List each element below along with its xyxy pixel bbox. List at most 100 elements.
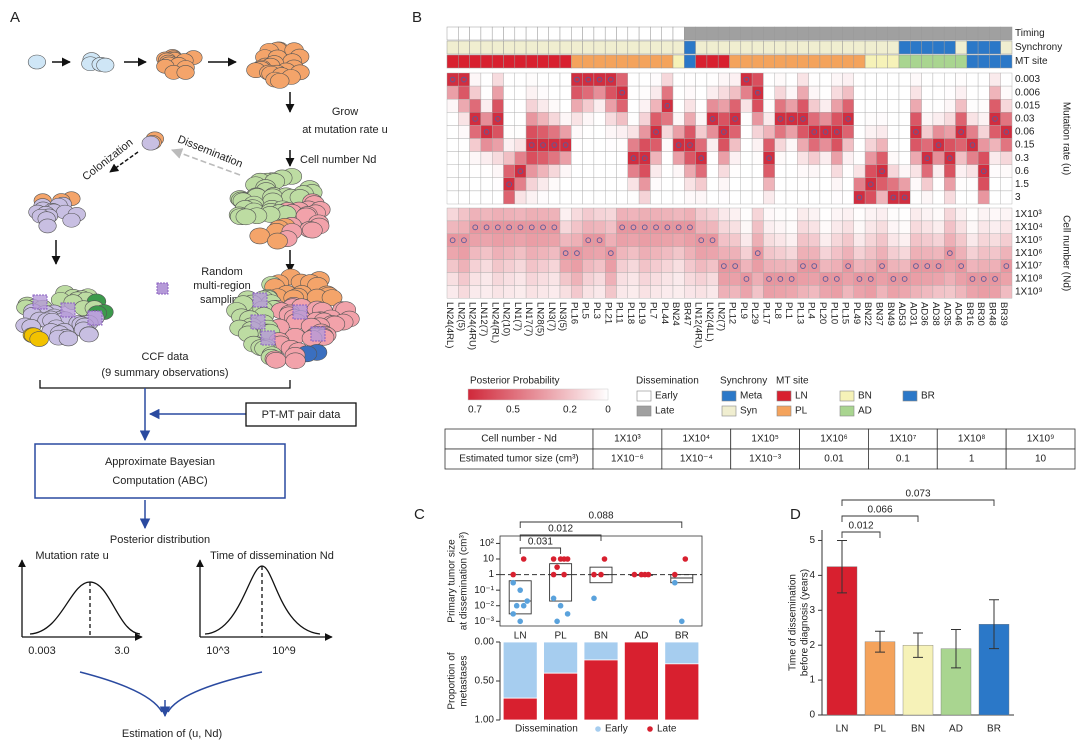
heat-cell — [864, 190, 877, 205]
y-axis-label: metastases — [459, 655, 470, 706]
heat-cell — [684, 125, 696, 139]
significance-bracket — [841, 515, 919, 522]
heat-cell — [740, 220, 753, 234]
heat-cell — [559, 98, 572, 113]
heat-cell — [932, 151, 945, 165]
heat-cell — [921, 112, 934, 126]
heat-cell — [458, 164, 470, 178]
heat-cell — [763, 246, 775, 260]
heat-cell — [876, 259, 888, 273]
heat-cell — [729, 138, 742, 152]
synchrony-cell — [966, 40, 979, 55]
x-tick-label: PL — [554, 631, 567, 642]
heat-cell — [729, 72, 742, 87]
significance-bracket — [841, 499, 995, 506]
heat-cell — [605, 246, 617, 260]
heat-cell — [966, 272, 979, 286]
bar-segment — [664, 663, 700, 721]
heat-cell — [458, 85, 470, 100]
heat-cell — [898, 138, 911, 152]
heat-cell — [537, 112, 549, 126]
heat-cell — [989, 138, 1001, 152]
heat-cell — [605, 98, 617, 113]
heat-cell — [718, 151, 730, 165]
heat-cell — [480, 220, 493, 234]
heat-cell — [864, 285, 877, 299]
sample-label: BR30 — [975, 302, 986, 326]
mode-marker — [958, 263, 965, 269]
mode-marker — [720, 129, 727, 135]
heat-cell — [514, 207, 527, 222]
heat-cell — [989, 177, 1001, 192]
heat-cell — [458, 233, 470, 247]
legend-tick: 0 — [605, 405, 611, 416]
heat-cell — [582, 85, 595, 100]
point — [591, 595, 597, 602]
heat-cell — [808, 207, 821, 222]
heat-cell — [469, 112, 482, 126]
site-cell — [717, 54, 730, 69]
heat-cell — [819, 151, 832, 165]
heat-cell — [763, 272, 775, 286]
heat-cell — [944, 151, 956, 165]
heat-cell — [921, 138, 934, 152]
heat-cell — [955, 151, 968, 165]
heat-cell — [955, 259, 968, 273]
mode-marker — [777, 276, 784, 282]
heat-cell — [944, 85, 956, 100]
heat-cell — [740, 207, 753, 222]
heat-cell — [763, 72, 775, 87]
heat-cell — [876, 112, 888, 126]
heat-cell — [605, 112, 617, 126]
mode-marker — [506, 224, 513, 231]
heat-cell — [514, 272, 527, 286]
heat-cell — [819, 177, 832, 192]
heat-cell — [469, 85, 482, 100]
heat-cell — [480, 98, 493, 113]
heat-cell — [559, 138, 572, 152]
sample-label: PL9 — [738, 302, 749, 319]
timing-cell — [751, 26, 764, 41]
heat-cell — [989, 285, 1001, 299]
heat-cell — [729, 164, 742, 178]
heat-cell — [571, 285, 583, 299]
heat-cell — [480, 259, 493, 273]
heat-cell — [605, 259, 617, 273]
sample-label: BR16 — [964, 302, 975, 326]
heat-cell — [480, 233, 493, 247]
heat-cell — [797, 272, 809, 286]
heat-cell — [1000, 220, 1013, 234]
heat-cell — [446, 151, 459, 165]
heat-cell — [898, 207, 911, 222]
heat-cell — [831, 190, 843, 205]
legend-swatch — [839, 390, 855, 402]
bar-segment — [624, 641, 659, 721]
y-tick-label: 1 — [809, 675, 815, 686]
synchrony-cell — [989, 40, 1001, 55]
heat-cell — [797, 207, 809, 222]
point — [564, 556, 571, 562]
synchrony-cell — [593, 40, 606, 55]
timing-cell — [932, 26, 945, 41]
heat-cell — [910, 85, 922, 100]
heat-cell — [808, 85, 821, 100]
heat-cell — [537, 164, 549, 178]
heat-cell — [706, 207, 719, 222]
heat-cell — [695, 285, 708, 299]
label: Cell number Nd — [300, 154, 376, 166]
heat-cell — [627, 177, 640, 192]
heat-cell — [785, 207, 798, 222]
heat-cell — [864, 138, 877, 152]
heat-cell — [616, 72, 629, 87]
heat-cell — [876, 125, 888, 139]
heat-cell — [695, 233, 708, 247]
timing-cell — [921, 26, 934, 41]
timing-cell — [537, 26, 549, 41]
heat-cell — [876, 177, 888, 192]
heat-cell — [514, 220, 527, 234]
heat-cell — [853, 259, 866, 273]
cell — [96, 57, 115, 73]
heat-cell — [966, 112, 979, 126]
heat-cell — [808, 220, 821, 234]
y-tick-label: 0 — [809, 710, 815, 721]
